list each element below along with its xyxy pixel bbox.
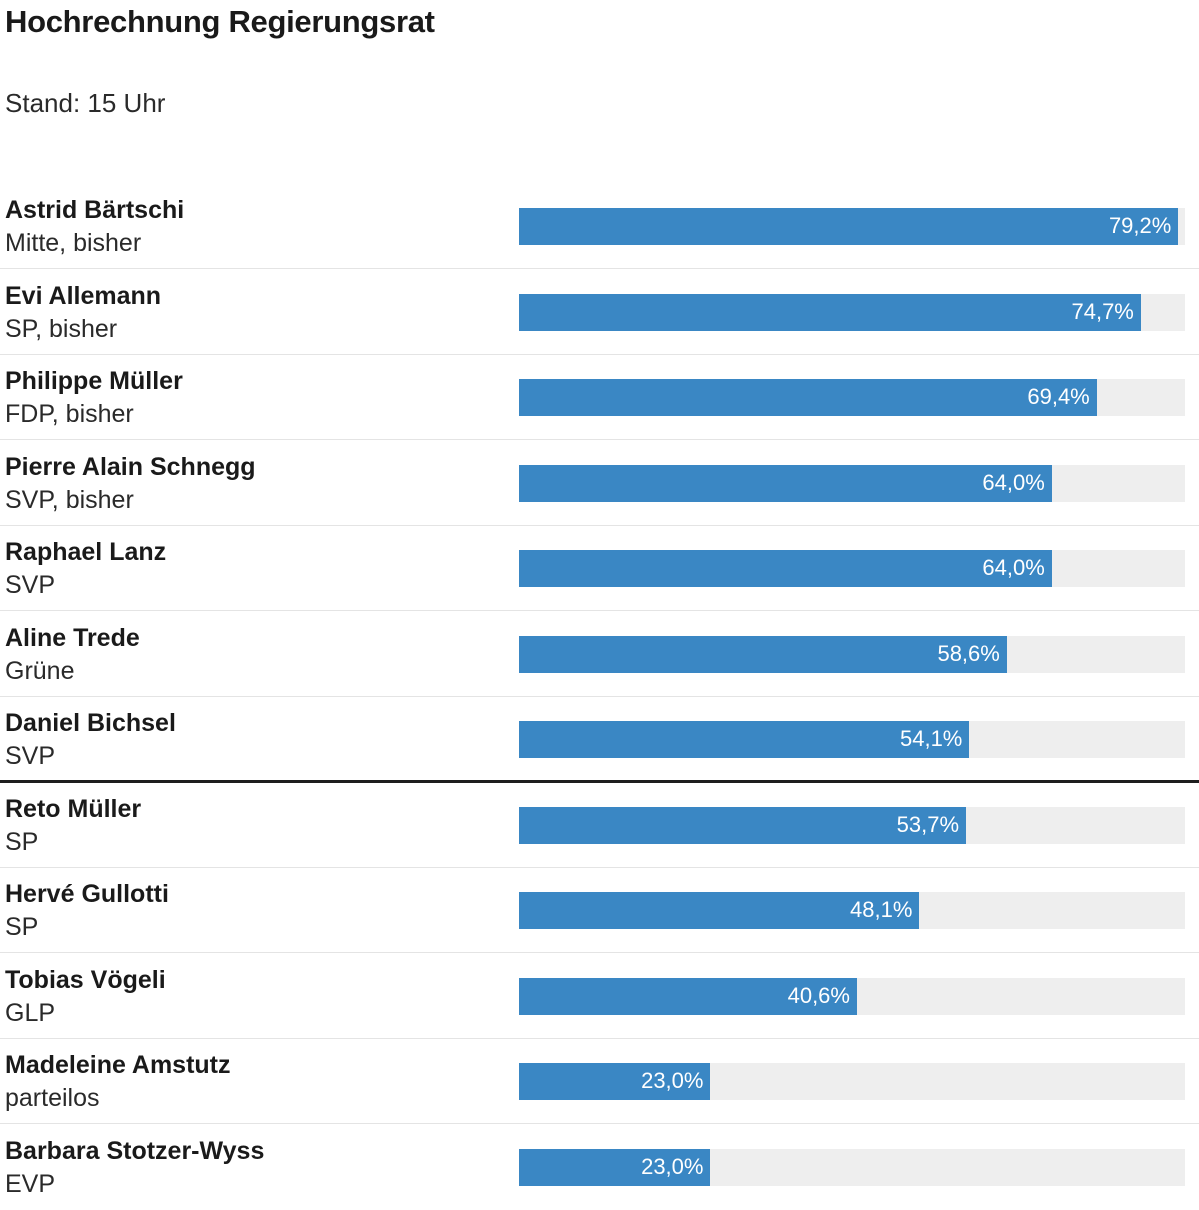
- bar: 23,0%: [519, 1148, 711, 1186]
- bar-track: 64,0%: [519, 550, 1185, 587]
- candidate-row: Raphael Lanz SVP 64,0%: [0, 526, 1199, 611]
- candidate-party: FDP, bisher: [5, 400, 134, 428]
- bar: 53,7%: [519, 806, 967, 844]
- candidate-row: Tobias Vögeli GLP 40,6%: [0, 954, 1199, 1039]
- candidate-name: Tobias Vögeli: [5, 965, 166, 994]
- candidate-name: Pierre Alain Schnegg: [5, 452, 256, 481]
- candidate-party: SP: [5, 913, 39, 941]
- bar: 79,2%: [519, 208, 1179, 245]
- bar: 40,6%: [519, 977, 857, 1015]
- candidate-name: Raphael Lanz: [5, 538, 167, 566]
- row-divider: [0, 524, 1199, 526]
- candidate-row: Reto Müller SP 53,7%: [0, 783, 1199, 868]
- candidate-name: Reto Müller: [5, 794, 142, 823]
- candidate-row: Daniel Bichsel SVP 54,1%: [0, 697, 1199, 783]
- bar-track: 58,6%: [519, 635, 1185, 673]
- chart-subtitle: Stand: 15 Uhr: [5, 88, 166, 118]
- bar-track: 74,7%: [519, 293, 1185, 331]
- bar-value-label: 54,1%: [899, 726, 963, 751]
- bar-value-label: 74,7%: [1071, 298, 1134, 324]
- row-divider: [0, 610, 1199, 611]
- bar-value-label: 79,2%: [1108, 213, 1172, 238]
- candidate-name: Barbara Stotzer-Wyss: [5, 1136, 265, 1165]
- bar-track: 79,2%: [519, 208, 1185, 245]
- candidate-row: Madeleine Amstutz parteilos 23,0%: [0, 1039, 1199, 1124]
- row-divider: [0, 1123, 1199, 1124]
- bar-track: 54,1%: [519, 721, 1185, 758]
- candidate-name: Astrid Bärtschi: [5, 196, 185, 224]
- candidate-party: SVP, bisher: [5, 485, 134, 514]
- row-divider: [0, 1037, 1199, 1039]
- bar-value-label: 64,0%: [982, 469, 1045, 495]
- bar: 74,7%: [519, 293, 1141, 331]
- candidate-name: Daniel Bichsel: [5, 709, 176, 737]
- candidate-row: Evi Allemann SP, bisher 74,7%: [0, 270, 1199, 355]
- candidate-row: Barbara Stotzer-Wyss EVP 23,0%: [0, 1125, 1199, 1210]
- bar: 64,0%: [519, 464, 1052, 502]
- candidate-row: Pierre Alain Schnegg SVP, bisher 64,0%: [0, 441, 1199, 526]
- bar-value-label: 40,6%: [787, 982, 850, 1008]
- row-divider: [0, 268, 1199, 269]
- candidate-party: SVP: [5, 571, 56, 599]
- bar-value-label: 23,0%: [641, 1068, 704, 1093]
- bar: 69,4%: [519, 379, 1097, 416]
- bar-track: 64,0%: [519, 464, 1185, 502]
- row-divider: [0, 695, 1199, 697]
- candidate-party: GLP: [5, 998, 56, 1027]
- candidate-party: SP, bisher: [5, 314, 118, 343]
- candidate-party: EVP: [5, 1169, 56, 1198]
- bar-value-label: 53,7%: [896, 811, 960, 837]
- row-divider: [0, 353, 1199, 355]
- bar: 58,6%: [519, 635, 1007, 673]
- bar-track: 23,0%: [519, 1148, 1185, 1186]
- bar-track: 40,6%: [519, 977, 1185, 1015]
- bar: 64,0%: [519, 550, 1052, 587]
- majority-divider: [0, 780, 1199, 783]
- bar-value-label: 58,6%: [937, 640, 1000, 666]
- row-divider: [0, 952, 1199, 953]
- candidate-party: Grüne: [5, 656, 75, 685]
- row-divider: [0, 439, 1199, 440]
- bar: 23,0%: [519, 1063, 711, 1100]
- bar-value-label: 69,4%: [1027, 384, 1090, 409]
- bar-value-label: 48,1%: [850, 897, 913, 922]
- bar-track: 69,4%: [519, 379, 1185, 416]
- candidate-name: Madeleine Amstutz: [5, 1051, 231, 1079]
- bar-track: 48,1%: [519, 892, 1185, 929]
- candidate-row: Hervé Gullotti SP 48,1%: [0, 868, 1199, 953]
- bar-track: 23,0%: [519, 1063, 1185, 1100]
- candidate-name: Evi Allemann: [5, 281, 162, 310]
- candidate-party: parteilos: [5, 1084, 100, 1112]
- candidate-party: SP: [5, 827, 39, 856]
- candidate-name: Hervé Gullotti: [5, 880, 169, 908]
- bar-value-label: 23,0%: [641, 1153, 704, 1179]
- candidate-row: Astrid Bärtschi Mitte, bisher 79,2%: [0, 184, 1199, 269]
- bar-value-label: 64,0%: [982, 555, 1045, 580]
- chart-title: Hochrechnung Regierungsrat: [5, 4, 435, 39]
- bar: 54,1%: [519, 721, 970, 758]
- row-divider: [0, 866, 1199, 868]
- candidate-party: SVP: [5, 742, 56, 770]
- candidate-name: Philippe Müller: [5, 367, 183, 395]
- candidate-name: Aline Trede: [5, 623, 140, 652]
- bar: 48,1%: [519, 892, 920, 929]
- candidate-row: Philippe Müller FDP, bisher 69,4%: [0, 355, 1199, 440]
- bar-track: 53,7%: [519, 806, 1185, 844]
- candidate-party: Mitte, bisher: [5, 229, 142, 257]
- candidate-row: Aline Trede Grüne 58,6%: [0, 612, 1199, 697]
